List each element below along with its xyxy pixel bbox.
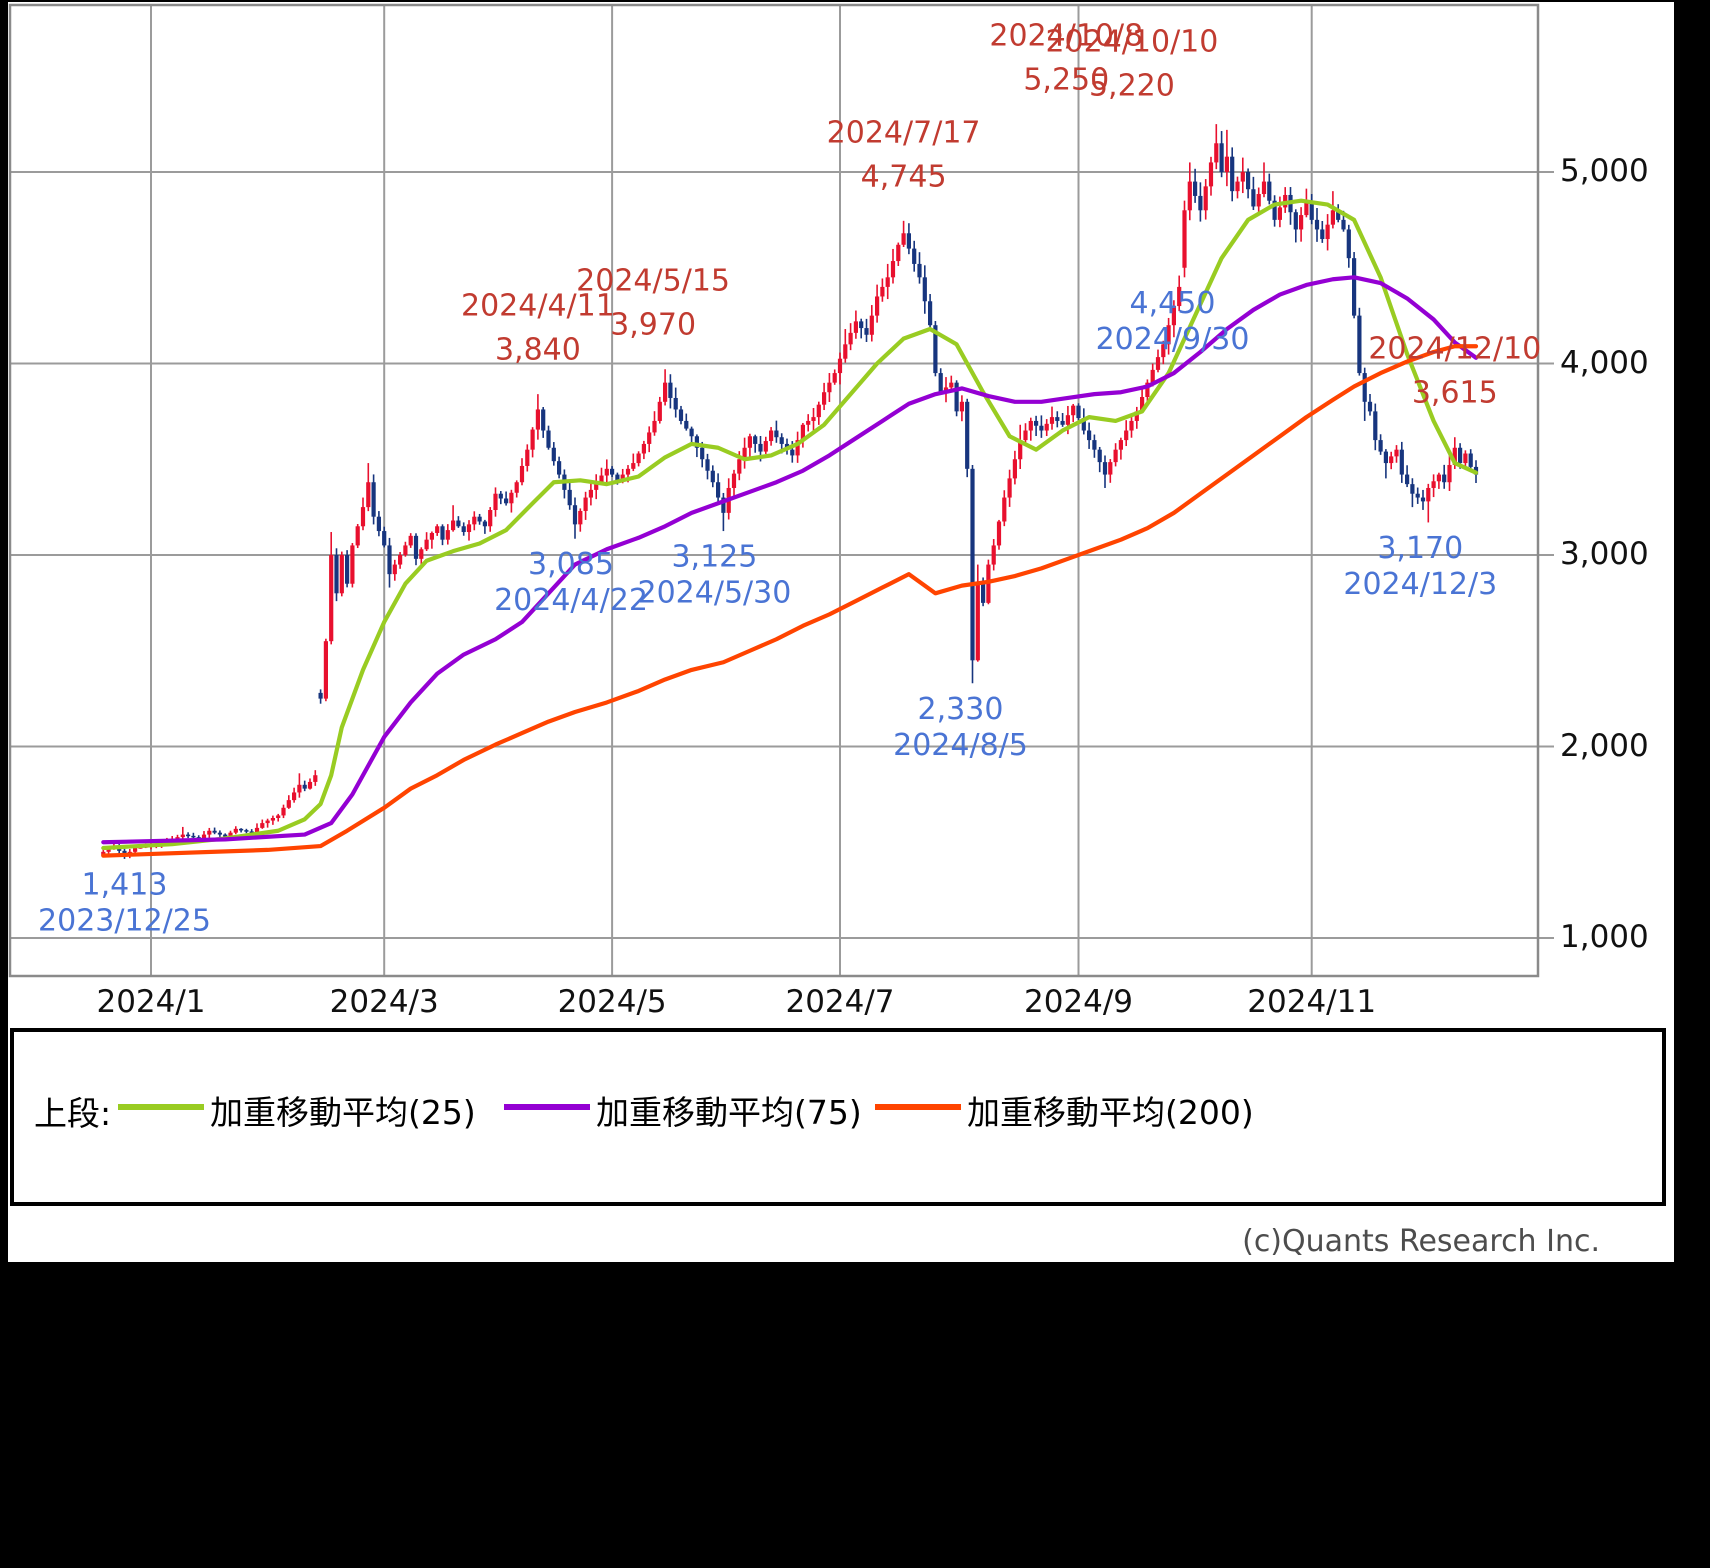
annotation-high-value: 3,615	[1412, 376, 1498, 411]
x-axis-label: 2024/7	[785, 984, 895, 1020]
annotation-high-value: 4,745	[861, 159, 947, 194]
annotation-high-date: 2024/7/17	[827, 115, 981, 150]
annotation-high-value: 3,840	[495, 333, 581, 368]
y-axis-label: 1,000	[1560, 919, 1649, 955]
y-axis-label: 4,000	[1560, 344, 1649, 381]
legend-prefix-label: 上段:	[34, 1093, 112, 1133]
copyright-text: (c)Quants Research Inc.	[1242, 1224, 1600, 1259]
annotation-low-value: 3,170	[1377, 531, 1463, 566]
annotation-high-value: 5,250	[1023, 63, 1109, 98]
annotation-low-value: 1,413	[82, 867, 168, 902]
y-axis-label: 3,000	[1560, 536, 1649, 572]
annotation-low-value: 3,125	[671, 540, 757, 575]
annotation-high-date: 2024/10/10	[1045, 24, 1218, 59]
y-axis-label: 5,000	[1560, 153, 1649, 189]
annotation-high-value: 3,970	[610, 308, 696, 343]
y-axis-label: 2,000	[1560, 727, 1649, 764]
wma25-line	[101, 198, 1479, 851]
annotation-low-date: 2024/8/5	[893, 728, 1028, 763]
annotation-high-date: 2024/12/10	[1368, 332, 1541, 367]
annotation-low-date: 2023/12/25	[38, 903, 211, 938]
legend-item-wma200: 加重移動平均(200)	[967, 1092, 1254, 1132]
grid-layer	[8, 3, 1554, 978]
x-axis-label: 2024/11	[1247, 984, 1377, 1020]
annotation-high-date: 2024/4/11	[461, 289, 615, 324]
annotation-low-date: 2024/12/3	[1343, 567, 1497, 602]
legend-item-wma25: 加重移動平均(25)	[210, 1092, 476, 1132]
chart-panel: 1,413 2023/12/25 2024/4/11 3,840 2024/5/15 3,…	[8, 2, 1674, 1262]
wma75-legend-swatch-icon	[504, 1103, 590, 1110]
legend-box: 上段: 加重移動平均(25) 加重移動平均(75) 加重移動平均(200)	[10, 1028, 1666, 1206]
annotation-low-date: 2024/4/22	[494, 583, 648, 618]
annotation-high-date: 2024/5/15	[576, 264, 730, 299]
x-axis-label: 2024/5	[557, 984, 667, 1020]
wma200-legend-swatch-icon	[875, 1103, 961, 1110]
x-axis-label: 2024/1	[96, 984, 206, 1020]
wma75-line	[101, 275, 1479, 845]
annotation-low-value: 2,330	[918, 692, 1004, 727]
annotation-high-date: 2024/10/8	[989, 19, 1143, 54]
annotation-low-date: 2024/5/30	[637, 576, 791, 611]
annotation-low-value: 3,085	[528, 547, 614, 582]
x-axis-label: 2024/3	[329, 984, 439, 1020]
wma200-line	[101, 344, 1479, 858]
legend-item-wma75: 加重移動平均(75)	[596, 1092, 862, 1132]
x-axis-label: 2024/9	[1023, 984, 1134, 1020]
wma25-legend-swatch-icon	[118, 1103, 204, 1110]
annotation-high-value: 5,220	[1089, 68, 1175, 103]
annotation-low-date: 2024/9/30	[1096, 322, 1250, 357]
annotation-low-value: 4,450	[1130, 286, 1216, 321]
candlestick-layer	[101, 124, 1479, 859]
